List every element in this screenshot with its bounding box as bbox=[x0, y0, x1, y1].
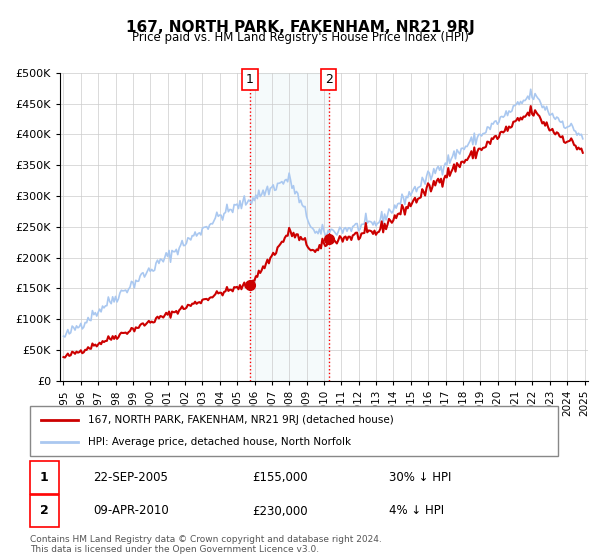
Text: 30% ↓ HPI: 30% ↓ HPI bbox=[389, 471, 451, 484]
Text: 09-APR-2010: 09-APR-2010 bbox=[94, 505, 169, 517]
Text: 167, NORTH PARK, FAKENHAM, NR21 9RJ: 167, NORTH PARK, FAKENHAM, NR21 9RJ bbox=[125, 20, 475, 35]
Text: 22-SEP-2005: 22-SEP-2005 bbox=[94, 471, 168, 484]
Text: HPI: Average price, detached house, North Norfolk: HPI: Average price, detached house, Nort… bbox=[88, 437, 351, 447]
Text: 4% ↓ HPI: 4% ↓ HPI bbox=[389, 505, 444, 517]
Text: £230,000: £230,000 bbox=[252, 505, 307, 517]
Bar bbox=[250, 73, 329, 381]
Text: Price paid vs. HM Land Registry's House Price Index (HPI): Price paid vs. HM Land Registry's House … bbox=[131, 31, 469, 44]
Text: £155,000: £155,000 bbox=[252, 471, 307, 484]
Text: 1: 1 bbox=[40, 471, 49, 484]
FancyBboxPatch shape bbox=[30, 406, 558, 456]
Text: 167, NORTH PARK, FAKENHAM, NR21 9RJ (detached house): 167, NORTH PARK, FAKENHAM, NR21 9RJ (det… bbox=[88, 415, 394, 425]
FancyBboxPatch shape bbox=[30, 494, 59, 528]
Text: 2: 2 bbox=[40, 505, 49, 517]
Text: 1: 1 bbox=[246, 73, 254, 86]
Text: Contains HM Land Registry data © Crown copyright and database right 2024.
This d: Contains HM Land Registry data © Crown c… bbox=[30, 535, 382, 554]
FancyBboxPatch shape bbox=[30, 461, 59, 494]
Text: 2: 2 bbox=[325, 73, 332, 86]
